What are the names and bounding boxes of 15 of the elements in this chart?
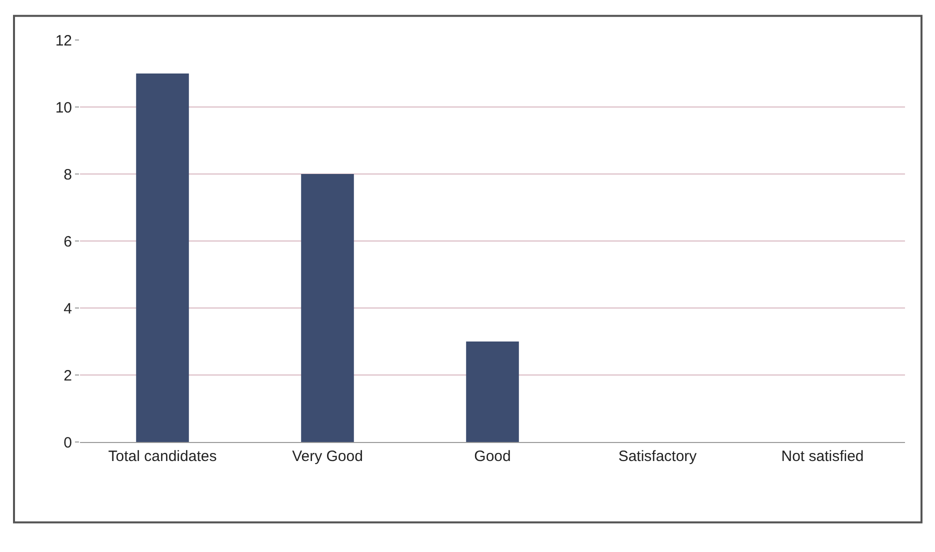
x-tick-label: Very Good xyxy=(292,448,363,465)
y-tick-label: 8 xyxy=(64,166,72,184)
x-tick-label: Satisfactory xyxy=(618,448,698,465)
y-tick-label: 10 xyxy=(55,99,72,116)
x-tick-label: Not satisfied xyxy=(781,448,864,465)
bar xyxy=(301,174,354,442)
x-tick-label: Good xyxy=(474,448,511,465)
y-tick-label: 0 xyxy=(64,434,72,452)
x-tick-label: Total candidates xyxy=(108,448,217,465)
y-tick-label: 2 xyxy=(64,367,72,384)
bar xyxy=(466,342,519,442)
y-tick-label: 4 xyxy=(64,300,72,318)
y-tick-label: 12 xyxy=(55,32,72,50)
bar xyxy=(136,74,189,442)
y-tick-label: 6 xyxy=(64,233,72,250)
